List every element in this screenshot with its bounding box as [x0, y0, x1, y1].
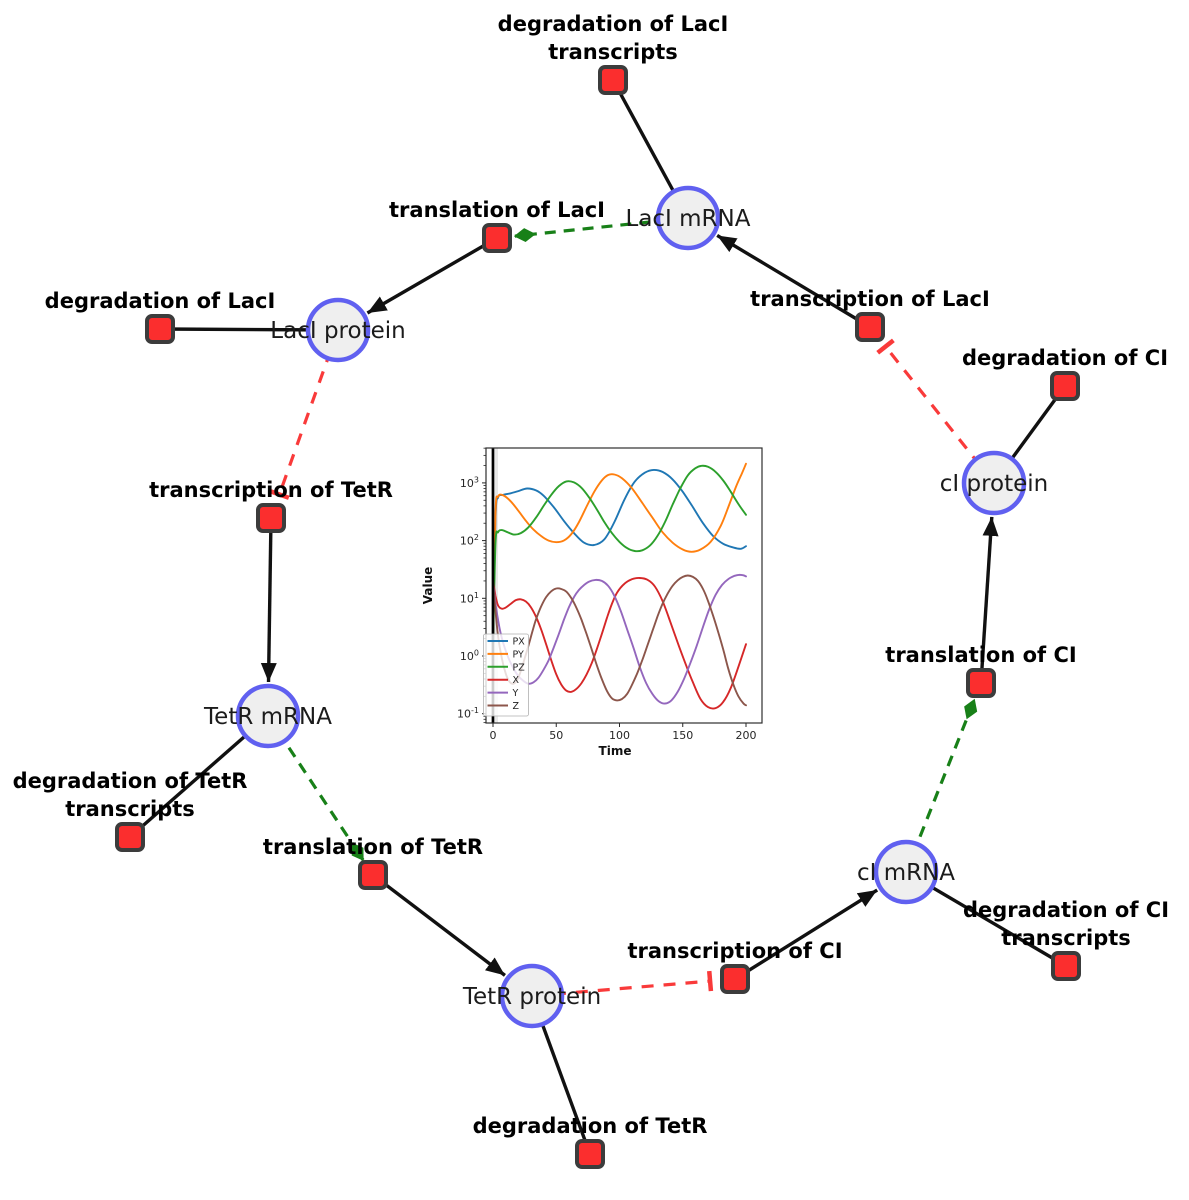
reaction-node-deg-laci-transcripts — [598, 65, 628, 95]
legend-label-X: X — [513, 675, 520, 686]
reaction-node-deg-laci — [145, 314, 175, 344]
species-node-tetr-mrna — [235, 683, 301, 749]
label-transcription-tetr: transcription of TetR — [149, 478, 393, 502]
edge-ci-mrna-translation-ci — [904, 698, 978, 873]
reaction-node-transcription-ci — [720, 964, 750, 994]
label-deg-tetr: degradation of TetR — [473, 1114, 708, 1138]
reaction-node-transcription-tetr — [256, 503, 286, 533]
label-translation-ci: translation of CI — [885, 643, 1076, 667]
x-tick-label: 150 — [672, 729, 693, 742]
label-laci-mrna: LacI mRNA — [626, 206, 751, 232]
label-transcription-laci: transcription of LacI — [750, 287, 990, 311]
chart-series-layer — [492, 462, 747, 710]
edge-transcription-tetr-tetr-mrna — [260, 517, 277, 683]
edge-translation-tetr-tetr-protein — [371, 873, 506, 977]
x-tick-label: 100 — [609, 729, 630, 742]
reaction-node-translation-tetr — [358, 860, 388, 890]
legend-label-Z: Z — [513, 701, 520, 712]
series-PZ — [492, 464, 747, 647]
reaction-node-deg-tetr — [575, 1139, 605, 1169]
legend-label-PZ: PZ — [513, 662, 526, 673]
label-deg-laci-transcripts-line1: degradation of LacI — [498, 12, 729, 36]
label-deg-tetr-transcripts-line1: degradation of TetR — [13, 769, 248, 793]
label-translation-tetr: translation of TetR — [263, 835, 483, 859]
legend-label-PY: PY — [513, 649, 525, 660]
legend-label-Y: Y — [512, 688, 519, 699]
y-axis-title: Value — [421, 567, 435, 605]
label-transcription-ci: transcription of CI — [627, 939, 842, 963]
labels-layer: LacI mRNA LacI protein TetR mRNA TetR prote… — [13, 12, 1169, 1138]
timeseries-chart: 0 50 100 150 200 Time 10-1 100 101 102 103 Value PX P… — [415, 432, 775, 767]
legend-label-PX: PX — [513, 637, 526, 648]
y-axis: 10-1 100 101 102 103 Value — [421, 447, 486, 724]
label-ci-protein: cI protein — [940, 471, 1049, 497]
label-deg-laci: degradation of LacI — [45, 289, 276, 313]
label-ci-mrna: cI mRNA — [857, 860, 955, 886]
x-tick-label: 0 — [490, 729, 497, 742]
series-PY — [492, 462, 747, 647]
y-tick-label: 102 — [460, 533, 479, 548]
species-node-ci-protein — [961, 450, 1027, 516]
label-tetr-protein: TetR protein — [462, 984, 601, 1010]
label-deg-ci-transcripts-line2: transcripts — [1001, 926, 1131, 950]
x-tick-label: 200 — [736, 729, 757, 742]
series-Z — [492, 574, 747, 707]
y-tick-label: 100 — [460, 649, 479, 664]
label-deg-tetr-transcripts-line2: transcripts — [65, 797, 195, 821]
reaction-node-deg-ci-transcripts — [1051, 951, 1081, 981]
species-node-laci-mrna — [655, 185, 721, 251]
label-laci-protein: LacI protein — [270, 318, 405, 344]
y-tick-label: 103 — [460, 475, 479, 490]
series-PX — [492, 468, 747, 647]
label-deg-ci-transcripts-line1: degradation of CI — [963, 898, 1169, 922]
reaction-node-transcription-laci — [855, 312, 885, 342]
species-node-ci-mrna — [873, 839, 939, 905]
reaction-node-deg-tetr-transcripts — [115, 822, 145, 852]
timeseries-chart-svg: 0 50 100 150 200Time10-1100101102103ValuePXP… — [421, 447, 763, 758]
label-translation-laci: translation of LacI — [389, 198, 605, 222]
x-axis: 0 50 100 150 200 Time — [490, 723, 757, 758]
edge-translation-ci-ci-protein — [979, 516, 999, 684]
label-tetr-mrna: TetR mRNA — [203, 704, 332, 730]
label-deg-laci-transcripts-line2: transcripts — [548, 40, 678, 64]
label-deg-ci: degradation of CI — [962, 346, 1168, 370]
x-tick-label: 50 — [549, 729, 563, 742]
y-tick-label: 10-1 — [457, 706, 479, 721]
edge-transcription-ci-ci-mrna — [734, 888, 879, 981]
reaction-node-deg-ci — [1050, 371, 1080, 401]
edge-translation-laci-laci-protein — [366, 236, 498, 315]
series-X — [492, 577, 747, 710]
species-node-laci-protein — [305, 297, 371, 363]
x-axis-title: Time — [599, 744, 632, 758]
y-tick-label: 101 — [460, 591, 479, 606]
reaction-node-translation-laci — [482, 223, 512, 253]
edge-transcription-laci-laci-mrna — [716, 234, 871, 329]
reaction-node-translation-ci — [966, 668, 996, 698]
nodes-layer — [115, 65, 1081, 1169]
species-node-tetr-protein — [499, 963, 565, 1029]
plot-border — [485, 447, 763, 724]
